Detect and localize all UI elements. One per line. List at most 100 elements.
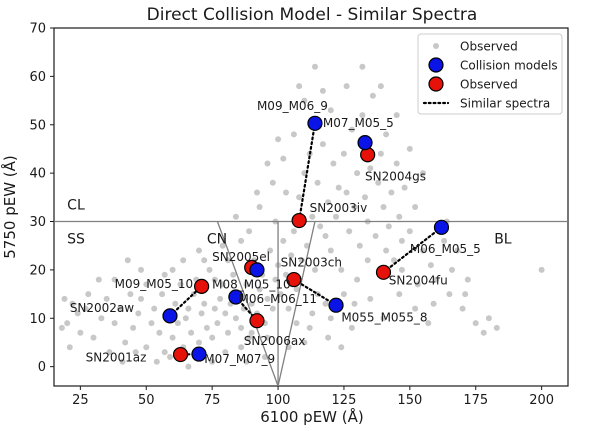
- background-point: [430, 300, 437, 307]
- background-point: [143, 281, 150, 288]
- background-point: [314, 179, 321, 186]
- background-point: [454, 247, 461, 254]
- background-point: [214, 320, 221, 327]
- background-point: [243, 358, 250, 365]
- background-point: [354, 276, 361, 283]
- background-point: [182, 315, 189, 322]
- background-point: [393, 112, 400, 119]
- background-point: [319, 141, 326, 148]
- background-point: [264, 334, 271, 341]
- background-point: [348, 126, 355, 133]
- y-tick-label: 20: [29, 263, 46, 278]
- background-point: [209, 334, 216, 341]
- background-point: [277, 291, 284, 298]
- background-point: [348, 324, 355, 331]
- background-point: [333, 213, 339, 220]
- similar-spectra-line: [292, 278, 338, 307]
- x-tick-label: 200: [529, 393, 554, 408]
- background-point: [335, 184, 342, 191]
- legend-grey-dot: [433, 43, 439, 49]
- background-point: [427, 262, 434, 269]
- background-point: [380, 204, 387, 210]
- background-point: [383, 247, 390, 254]
- background-point: [272, 276, 279, 283]
- background-point: [174, 320, 181, 327]
- y-axis-label: 5750 pEW (Å): [0, 155, 19, 259]
- y-tick-label: 60: [29, 70, 46, 85]
- background-point: [464, 276, 471, 283]
- annotations-layer: M09_M06_9 M07_M05_5 SN2004gs SN2003iv M06_M0…: [70, 99, 481, 366]
- background-point: [375, 179, 382, 186]
- background-point: [385, 223, 392, 230]
- background-point: [298, 257, 305, 264]
- background-point: [248, 329, 255, 336]
- background-point: [222, 349, 229, 356]
- background-point: [153, 358, 160, 365]
- background-point: [219, 281, 226, 288]
- region-labels: CL SS CN BL: [67, 197, 512, 247]
- background-point: [309, 310, 316, 317]
- point-label: M09_M05_10: [115, 277, 194, 291]
- background-point: [343, 189, 350, 196]
- background-point: [420, 247, 426, 254]
- background-point: [209, 358, 216, 365]
- background-point: [238, 237, 245, 244]
- background-point: [449, 266, 455, 273]
- background-point: [185, 305, 192, 312]
- background-point: [446, 291, 453, 298]
- background-point: [138, 295, 144, 302]
- background-point: [312, 266, 318, 273]
- background-point: [285, 305, 292, 312]
- background-point: [330, 160, 337, 167]
- background-point: [122, 339, 129, 346]
- background-point: [211, 305, 218, 312]
- background-point: [425, 320, 432, 327]
- background-point: [275, 136, 282, 143]
- background-point: [301, 97, 308, 104]
- region-label-ss: SS: [67, 231, 85, 247]
- similar-spectra-line: [382, 226, 443, 274]
- background-point: [225, 329, 231, 336]
- background-point: [185, 363, 192, 370]
- background-point: [66, 344, 73, 351]
- background-point: [69, 300, 76, 307]
- x-axis-label: 6100 pEW (Å): [260, 407, 364, 426]
- point-label: SN2003ch: [281, 256, 342, 270]
- background-point: [61, 295, 68, 302]
- background-point: [225, 257, 231, 264]
- background-point: [325, 199, 332, 206]
- background-point: [111, 276, 118, 283]
- background-point: [398, 237, 405, 244]
- point-label: SN2002aw: [70, 301, 134, 315]
- legend-label: Collision models: [460, 59, 558, 73]
- background-points-layer: [58, 63, 545, 370]
- background-point: [383, 131, 390, 138]
- background-point: [462, 291, 469, 298]
- background-point: [95, 276, 102, 283]
- markers-layer: [162, 115, 450, 363]
- background-point: [243, 281, 250, 288]
- background-point: [219, 242, 226, 249]
- point-label: SN2005el: [212, 250, 270, 264]
- background-point: [441, 237, 448, 244]
- background-point: [538, 266, 545, 273]
- point-label: M06_M06_11: [239, 292, 318, 306]
- legend-label: Similar spectra: [460, 97, 550, 111]
- background-point: [396, 291, 403, 298]
- collision-model-marker: [433, 219, 450, 235]
- background-point: [206, 266, 213, 273]
- x-tick-label: 150: [397, 393, 422, 408]
- background-point: [58, 324, 65, 331]
- background-point: [232, 315, 239, 322]
- background-point: [196, 339, 202, 346]
- background-point: [74, 310, 81, 317]
- background-point: [485, 315, 492, 322]
- point-label: SN2004fu: [389, 273, 448, 287]
- point-label: M055_M055_8: [341, 311, 427, 325]
- background-point: [406, 228, 413, 235]
- background-point: [420, 170, 426, 177]
- background-point: [201, 257, 208, 264]
- region-label-cl: CL: [67, 197, 85, 213]
- y-tick-label: 70: [29, 22, 46, 37]
